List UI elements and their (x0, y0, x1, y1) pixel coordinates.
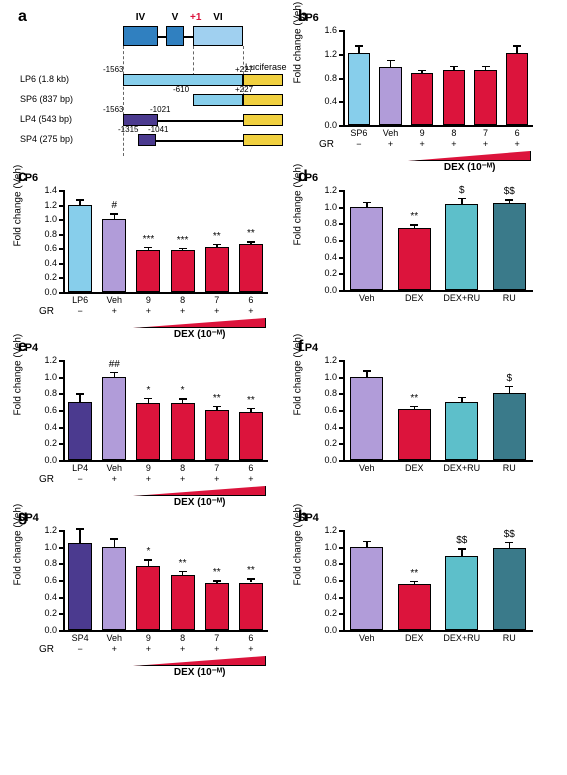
panel-g: gSP40.00.20.40.60.81.01.2Fold change (Ve… (18, 508, 278, 668)
panel-c: cLP60.00.20.40.60.81.01.21.4Fold change … (18, 168, 278, 328)
panel-e: eLP40.00.20.40.60.81.01.2Fold change (Ve… (18, 338, 278, 498)
panel-h: hSP40.00.20.40.60.81.01.2Fold change (Ve… (298, 508, 543, 668)
panel-a: aIVVVI+1LP6 (1.8 kb)Luciferase-1563+227S… (18, 8, 278, 158)
panel-d: dLP60.00.20.40.60.81.01.2Fold change (Ve… (298, 168, 543, 328)
panel-f: fLP40.00.20.40.60.81.01.2Fold change (Ve… (298, 338, 543, 498)
panel-b: bSP60.00.40.81.21.6Fold change (Veh)SP6−… (298, 8, 543, 158)
